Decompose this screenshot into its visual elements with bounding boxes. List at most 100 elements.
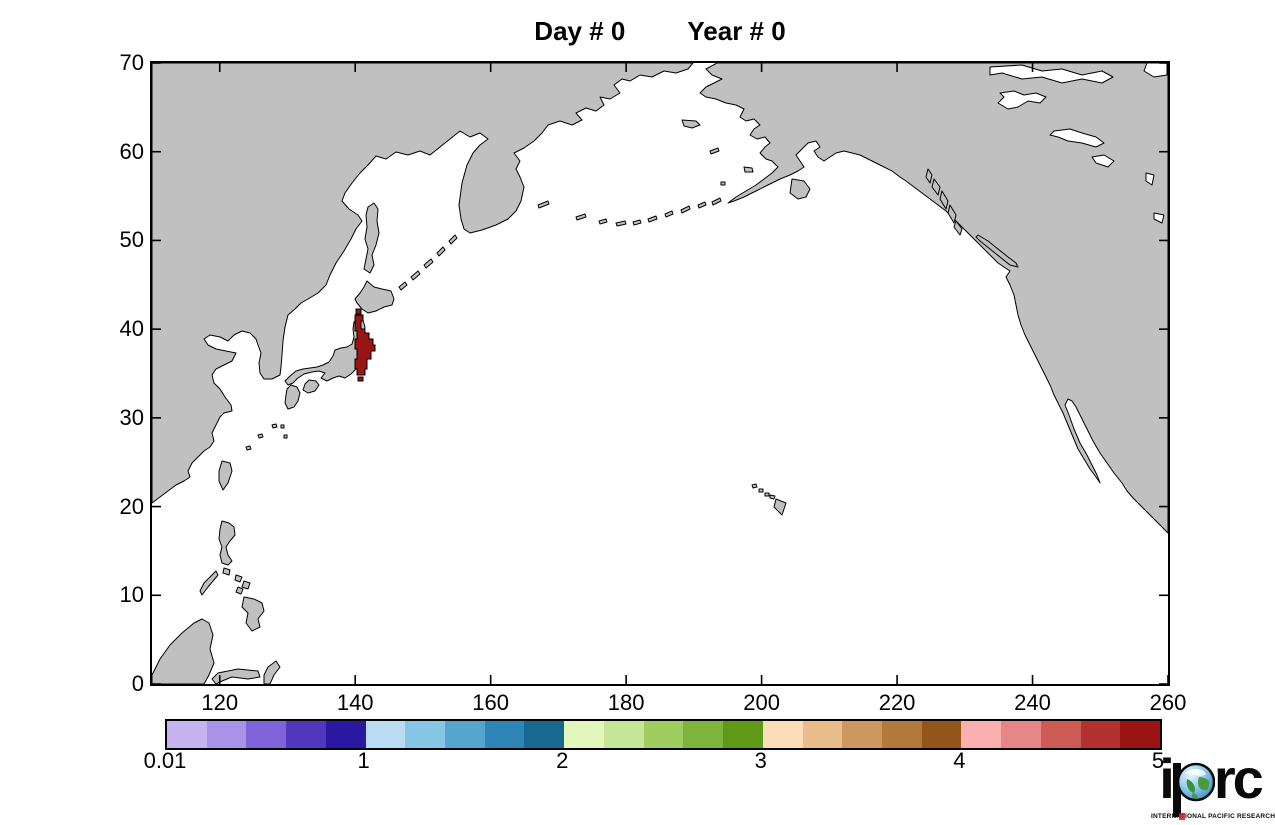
x-tick-label: 260 [1149, 690, 1187, 715]
x-tick-label: 140 [336, 690, 374, 715]
logo-p-descender [1172, 763, 1181, 817]
y-tick-label: 50 [119, 227, 144, 253]
year-counter: Year # 0 [687, 16, 786, 46]
figure-title: Day # 0 Year # 0 [152, 16, 1168, 47]
y-tick-label: 70 [119, 50, 144, 75]
colorbar-cell [246, 721, 287, 748]
colorbar-tick-label: 0.01 [143, 748, 187, 773]
colorbar-cell [286, 721, 326, 748]
colorbar-cell [564, 721, 604, 748]
colorbar-cell [961, 721, 1002, 748]
colorbar-cell [603, 721, 644, 748]
iprc-logo-caption: INTERNATIONAL PACIFIC RESEARCH CENTER [1151, 813, 1275, 820]
colorbar-cell [723, 721, 763, 748]
land-sakhalin [363, 202, 380, 274]
land-komandorski-islands [537, 200, 550, 209]
land-mindanao [241, 596, 265, 632]
colorbar-cell [524, 721, 565, 748]
y-tick-label: 10 [119, 582, 144, 608]
land-kyushu [284, 384, 301, 410]
x-tick-label: 200 [743, 690, 780, 715]
colorbar [165, 719, 1162, 750]
lake-layer [989, 63, 1168, 224]
colorbar-cell [365, 721, 406, 748]
iprc-logo: i rc INTERNATIONAL PACIF [1151, 747, 1275, 820]
water-great-slave-lake [1049, 128, 1105, 148]
water-arctic-channel [989, 64, 1114, 84]
colorbar-cell [643, 721, 684, 748]
colorbar-cell [206, 721, 247, 748]
colorbar-cell [842, 721, 882, 748]
day-counter: Day # 0 [534, 16, 626, 46]
logo-letters-rc: rc [1213, 747, 1264, 810]
x-tick-label: 220 [878, 690, 916, 715]
colorbar-cell [1080, 721, 1121, 748]
colorbar-cell [445, 721, 485, 748]
debris-initial-condition [354, 308, 376, 382]
land-izu-islands [280, 424, 288, 439]
globe-oceania [1191, 793, 1198, 799]
land-st-lawrence-island [681, 119, 701, 129]
colorbar-tick-label: 5 [1151, 748, 1165, 773]
land-kodiak-island [789, 178, 811, 200]
land-layer [152, 63, 1168, 684]
x-tick-label: 160 [472, 690, 510, 715]
colorbar-cell [1001, 721, 1041, 748]
globe-icon [1172, 762, 1215, 817]
land-kuril-islands [398, 234, 458, 291]
land-nunivak-island [743, 166, 754, 173]
x-tick-label: 180 [607, 690, 645, 715]
water-small-lake-1 [1145, 172, 1155, 186]
logo-red-mark [1179, 813, 1185, 820]
colorbar-cell [167, 721, 207, 748]
land-luzon [218, 520, 236, 566]
land-st-matthew-island [709, 147, 720, 155]
land-north-america [699, 63, 1168, 534]
y-tick-label: 0 [131, 671, 144, 696]
water-great-bear-lake [997, 90, 1047, 110]
water-small-lake-2 [1153, 212, 1165, 224]
colorbar-tick-label: 4 [953, 748, 966, 773]
pacific-map [152, 63, 1168, 684]
y-tick-label: 40 [119, 316, 144, 342]
colorbar-tick-label: 1 [357, 748, 370, 773]
colorbar-cell [921, 721, 962, 748]
colorbar-cell [1040, 721, 1081, 748]
land-shikoku [302, 379, 320, 394]
colorbar-cell [484, 721, 525, 748]
land-palawan [199, 570, 219, 596]
map-frame [150, 61, 1170, 686]
land-visayas [222, 567, 251, 595]
colorbar-cell [683, 721, 724, 748]
land-hawaii [751, 483, 787, 516]
colorbar-cell [762, 721, 803, 748]
y-tick-label: 60 [119, 138, 144, 164]
colorbar-cell [325, 721, 366, 748]
land-borneo [152, 618, 215, 684]
land-ryukyu-islands [245, 423, 278, 451]
land-aleutian-islands [575, 197, 722, 227]
land-alexander-archipelago [925, 168, 963, 236]
colorbar-tick-label: 3 [754, 748, 767, 773]
colorbar-cell [1120, 721, 1160, 748]
logo-letter-i: i [1159, 747, 1174, 810]
x-tick-label: 120 [201, 690, 239, 715]
land-hokkaido [354, 280, 395, 314]
colorbar-cell [802, 721, 843, 748]
globe-asia [1197, 777, 1210, 791]
colorbar-cell [405, 721, 446, 748]
water-arctic-inlet [1143, 63, 1168, 78]
axis-ticks [152, 63, 1168, 684]
land-vancouver-island [975, 234, 1019, 268]
colorbar-cell [881, 721, 922, 748]
y-tick-label: 30 [119, 404, 144, 430]
land-honshu [284, 317, 366, 386]
land-celebes [211, 660, 281, 684]
globe-americas [1186, 779, 1195, 793]
iprc-logo-letters: i rc [1151, 747, 1269, 817]
water-lake-athabasca [1091, 154, 1115, 168]
land-pribilof-island [720, 181, 726, 186]
land-asia-mainland [152, 63, 694, 504]
land-taiwan [218, 460, 233, 491]
